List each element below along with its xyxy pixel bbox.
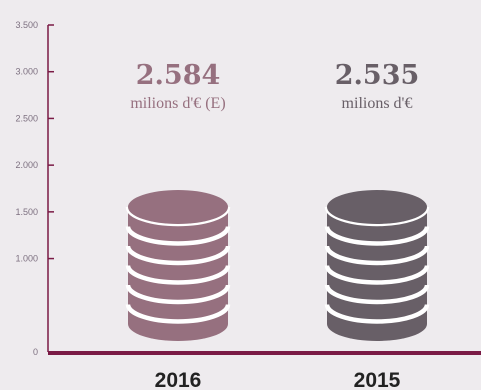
- coin-stacks: [125, 190, 430, 341]
- coin-separator: [125, 245, 231, 266]
- y-tick-label: 2.000: [15, 160, 38, 170]
- x-axis: [48, 351, 481, 355]
- y-tick-label: 1.500: [15, 207, 38, 217]
- coin-stack-2015: [324, 190, 430, 341]
- data-value-label: 2.535: [335, 60, 420, 91]
- coin-separator: [324, 226, 430, 246]
- x-axis-line: [48, 351, 481, 355]
- coin-stack-body: [327, 207, 427, 324]
- data-labels: 2.584 milions d'€ (E) 2.535 milions d'€: [130, 60, 419, 112]
- category-labels: 2016 2015: [155, 369, 401, 390]
- category-label: 2015: [354, 369, 401, 390]
- data-unit-label: milions d'€: [342, 95, 413, 112]
- y-tick-label: 0: [33, 347, 38, 357]
- coin-bottom: [327, 307, 427, 341]
- category-label: 2016: [155, 369, 202, 390]
- coin-separator: [125, 226, 231, 246]
- y-tick-label: 1.000: [15, 254, 38, 264]
- coin-separator: [324, 284, 430, 305]
- coin-stack-body: [128, 207, 228, 324]
- y-tick-label: 3.500: [15, 20, 38, 30]
- y-tick-label: 2.500: [15, 113, 38, 123]
- coin-separator: [125, 265, 231, 285]
- coin-bottom: [128, 307, 228, 341]
- data-unit-label: milions d'€ (E): [130, 95, 225, 112]
- coin-separator: [125, 284, 231, 305]
- coin-top: [327, 190, 427, 224]
- coin-separator: [324, 304, 430, 324]
- data-value-label: 2.584: [136, 60, 221, 91]
- coin-top: [128, 190, 228, 224]
- y-tick-label: 3.000: [15, 67, 38, 77]
- coin-separator: [125, 304, 231, 324]
- coin-stack-2016: [125, 190, 231, 341]
- y-axis-ticks: 0 1.000 1.500 2.000 2.500 3.000 3.500: [15, 20, 54, 357]
- coin-separator: [324, 265, 430, 285]
- coin-separator: [324, 245, 430, 266]
